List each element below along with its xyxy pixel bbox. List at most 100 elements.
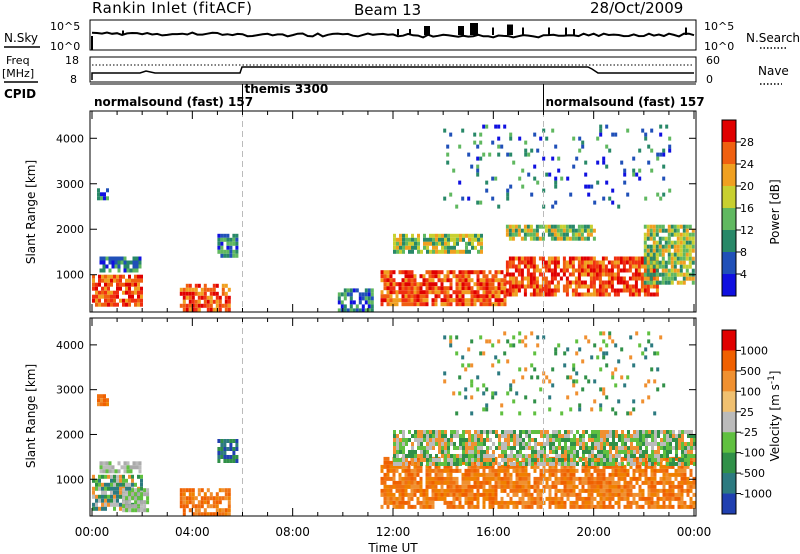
velocity-cell <box>623 504 627 509</box>
power-cell <box>434 302 438 307</box>
velocity-cell <box>524 335 528 340</box>
velocity-cell <box>549 458 552 462</box>
power-cell <box>428 286 432 291</box>
power-cell <box>220 241 224 246</box>
power-cell <box>649 228 653 233</box>
power-cell <box>646 276 650 281</box>
velocity-cell <box>512 456 516 461</box>
power-cell <box>337 296 341 301</box>
velocity-cell <box>443 464 447 469</box>
power-cell <box>410 298 414 303</box>
power-cell <box>450 237 453 242</box>
power-cell <box>458 286 462 291</box>
power-cell <box>449 298 453 303</box>
velocity-cell <box>512 504 516 509</box>
velocity-cell <box>512 480 516 485</box>
power-cell <box>503 282 507 287</box>
velocity-cell <box>600 462 603 466</box>
velocity-cell <box>582 450 585 454</box>
power-cell <box>380 290 384 295</box>
power-cell <box>134 302 137 307</box>
power-cell <box>431 286 435 291</box>
velocity-cell <box>464 484 468 489</box>
power-cell <box>508 264 512 269</box>
velocity-cell <box>560 480 564 485</box>
velocity-cell <box>182 508 186 513</box>
velocity-cell <box>432 446 435 450</box>
velocity-cell <box>546 430 549 434</box>
velocity-cell <box>383 456 387 461</box>
power-cell <box>514 276 518 281</box>
power-cell <box>413 286 417 291</box>
power-cell <box>426 249 429 254</box>
velocity-cell <box>600 446 603 450</box>
velocity-cell <box>584 335 588 340</box>
power-cell <box>349 292 353 297</box>
velocity-cell <box>411 434 414 438</box>
velocity-cell <box>443 500 447 505</box>
velocity-cell <box>447 450 450 454</box>
velocity-cell <box>539 492 543 497</box>
velocity-cell <box>423 454 426 458</box>
velocity-cell <box>581 488 585 493</box>
power-cell <box>203 303 207 308</box>
velocity-cell <box>659 460 663 465</box>
power-cell <box>229 245 233 250</box>
power-cell <box>138 256 142 261</box>
velocity-cell <box>687 434 690 438</box>
power-cell <box>667 244 671 249</box>
velocity-cell <box>229 439 233 443</box>
power-cell <box>688 224 692 229</box>
velocity-cell <box>480 442 483 446</box>
power-cell <box>592 264 596 269</box>
velocity-cell <box>671 480 675 485</box>
velocity-cell <box>498 454 501 458</box>
velocity-cell <box>635 504 639 509</box>
power-cell <box>658 236 662 241</box>
velocity-cell <box>426 454 429 458</box>
velocity-cell <box>533 484 537 489</box>
velocity-cell <box>420 442 423 446</box>
velocity-cell <box>653 476 657 481</box>
velocity-cell <box>226 459 230 463</box>
velocity-cell <box>441 462 444 466</box>
power-cell <box>500 270 504 275</box>
power-cell <box>419 294 423 299</box>
velocity-cell <box>653 464 657 469</box>
velocity-cell <box>404 468 408 473</box>
power-cell <box>667 252 671 257</box>
power-cell <box>132 260 136 265</box>
velocity-cell <box>449 480 453 485</box>
velocity-cell <box>543 446 546 450</box>
power-cell <box>355 288 359 293</box>
velocity-cell <box>125 500 129 505</box>
velocity-cell <box>662 484 666 489</box>
velocity-cell <box>468 430 471 434</box>
velocity-cell <box>660 442 663 446</box>
power-cell <box>458 270 462 275</box>
power-cell <box>206 295 210 300</box>
velocity-cell <box>507 446 510 450</box>
velocity-cell <box>638 504 642 509</box>
power-cell <box>102 268 106 273</box>
velocity-cell <box>669 434 672 438</box>
power-cell <box>577 228 581 233</box>
power-cell <box>550 288 554 293</box>
power-cell <box>610 284 614 289</box>
velocity-cell <box>563 484 567 489</box>
power-cell <box>655 260 659 265</box>
velocity-cell <box>689 488 693 493</box>
power-cell <box>229 253 233 258</box>
velocity-cell <box>587 476 591 481</box>
power-cell <box>577 280 581 285</box>
power-cell <box>485 274 489 279</box>
power-cell <box>553 284 557 289</box>
power-cell <box>649 252 653 257</box>
velocity-cell <box>116 478 119 483</box>
velocity-cell <box>106 402 109 407</box>
velocity-cell <box>626 411 630 416</box>
power-cell <box>604 256 608 261</box>
power-cell <box>98 282 101 287</box>
velocity-cell <box>599 387 603 392</box>
velocity-cell <box>220 439 224 443</box>
